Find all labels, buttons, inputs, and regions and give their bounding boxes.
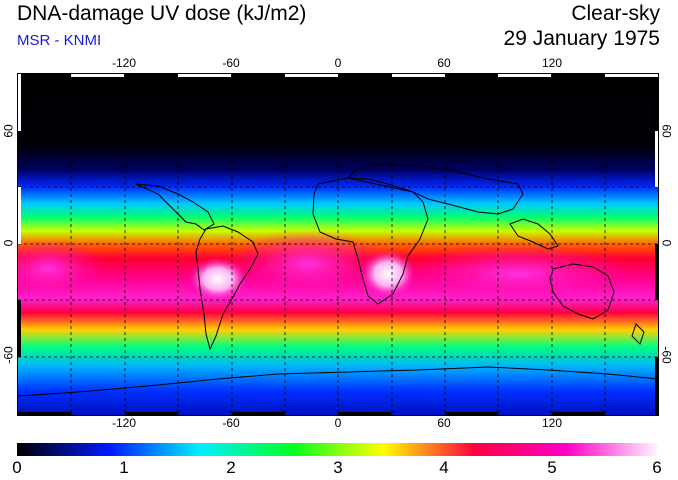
lon-label-bottom: 0 (334, 416, 342, 430)
lon-label-top: 120 (541, 56, 563, 70)
uv-hotspot (398, 244, 638, 304)
lon-label-top: -60 (222, 56, 240, 70)
coastline-australia (549, 263, 615, 320)
uv-dose-field (18, 74, 658, 415)
lat-label-left: -60 (1, 346, 16, 364)
lon-label-top: 0 (334, 56, 342, 70)
scale-label: 4 (439, 458, 449, 477)
scale-label: 2 (226, 458, 236, 477)
lat-label-left: 0 (1, 239, 16, 247)
uv-peak-southern-africa (360, 250, 416, 298)
map-date: 29 January 1975 (503, 27, 660, 50)
coastline-new-zealand (631, 323, 645, 345)
uv-dose-map (17, 73, 659, 416)
lat-label-right: -60 (659, 346, 674, 364)
scale-label: 3 (333, 458, 343, 477)
coastline-southeast-asia (509, 218, 559, 250)
scale-label: 5 (547, 458, 557, 477)
map-subtitle: MSR - KNMI (17, 32, 102, 49)
uv-hotspot (18, 239, 108, 299)
scale-label: 0 (12, 458, 22, 477)
scale-label: 6 (652, 458, 662, 477)
coastline-eurasia (346, 163, 524, 215)
lon-label-bottom: 120 (541, 416, 563, 430)
lon-label-bottom: 60 (437, 416, 451, 430)
lon-label-top: 60 (437, 56, 451, 70)
scale-label: 1 (119, 458, 129, 477)
lon-label-bottom: -60 (222, 416, 240, 430)
lat-label-right: 0 (659, 239, 674, 247)
sky-condition: Clear-sky (571, 2, 660, 25)
frame-edge-ticks (18, 74, 658, 415)
uv-hotspot (228, 229, 388, 299)
uv-peak-south-america (188, 257, 248, 301)
coastline-south-america (195, 225, 259, 351)
lat-label-right: 60 (659, 124, 674, 138)
lat-label-left: 60 (1, 124, 16, 138)
map-title: DNA-damage UV dose (kJ/m2) (17, 2, 307, 25)
lon-label-top: -120 (111, 56, 137, 70)
color-scale-bar (17, 443, 658, 456)
graticule (18, 74, 658, 415)
lon-label-bottom: -120 (111, 416, 137, 430)
